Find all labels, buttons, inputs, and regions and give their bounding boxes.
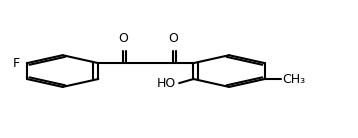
- Text: HO: HO: [156, 77, 175, 90]
- Text: F: F: [13, 57, 20, 70]
- Text: O: O: [169, 32, 178, 45]
- Text: CH₃: CH₃: [283, 72, 306, 86]
- Text: O: O: [118, 32, 128, 45]
